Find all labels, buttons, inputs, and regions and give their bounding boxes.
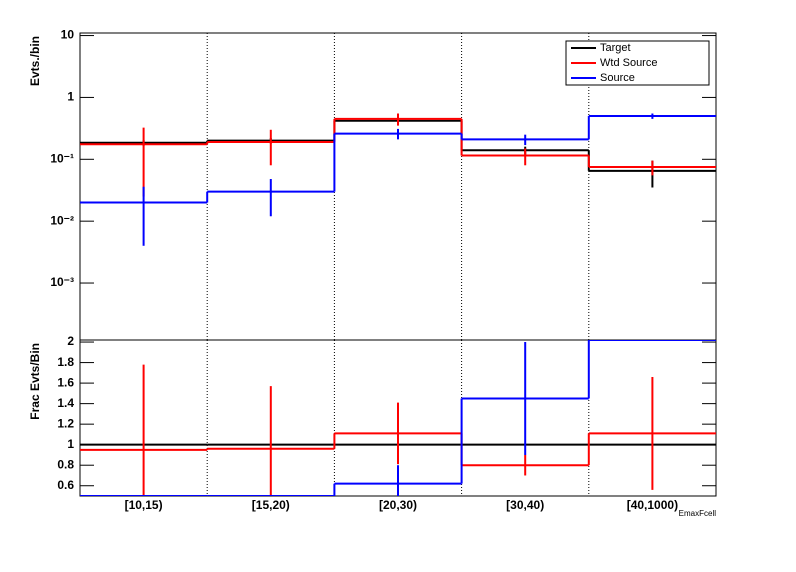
y-tick-label: 10⁻² [50, 213, 74, 227]
y-tick-label: 1.6 [57, 375, 74, 389]
legend-label: Wtd Source [600, 57, 657, 69]
y-axis-label: Frac Evts/Bin [28, 343, 42, 420]
y-tick-label: 1.8 [57, 355, 74, 369]
x-tick-label: [10,15) [125, 498, 163, 512]
y-tick-label: 10⁻¹ [50, 151, 74, 165]
x-tick-label: [30,40) [506, 498, 544, 512]
y-tick-label: 0.6 [57, 478, 74, 492]
y-tick-label: 1 [67, 437, 74, 451]
y-tick-label: 1.2 [57, 416, 74, 430]
legend-label: Source [600, 72, 635, 84]
y-tick-label: 10⁻³ [50, 275, 74, 289]
x-tick-label: [20,30) [379, 498, 417, 512]
x-axis-label: EmaxFcell [679, 509, 717, 518]
y-tick-label: 0.8 [57, 457, 74, 471]
y-tick-label: 2 [67, 334, 74, 348]
plot-area [80, 340, 716, 496]
y-tick-label: 10 [61, 28, 75, 42]
y-tick-label: 1 [67, 90, 74, 104]
y-tick-label: 1.4 [57, 396, 74, 410]
legend-label: Target [600, 42, 631, 54]
plot-area [80, 113, 716, 246]
y-axis-label: Evts./bin [28, 36, 42, 86]
x-tick-label: [15,20) [252, 498, 290, 512]
x-tick-label: [40,1000) [627, 498, 678, 512]
